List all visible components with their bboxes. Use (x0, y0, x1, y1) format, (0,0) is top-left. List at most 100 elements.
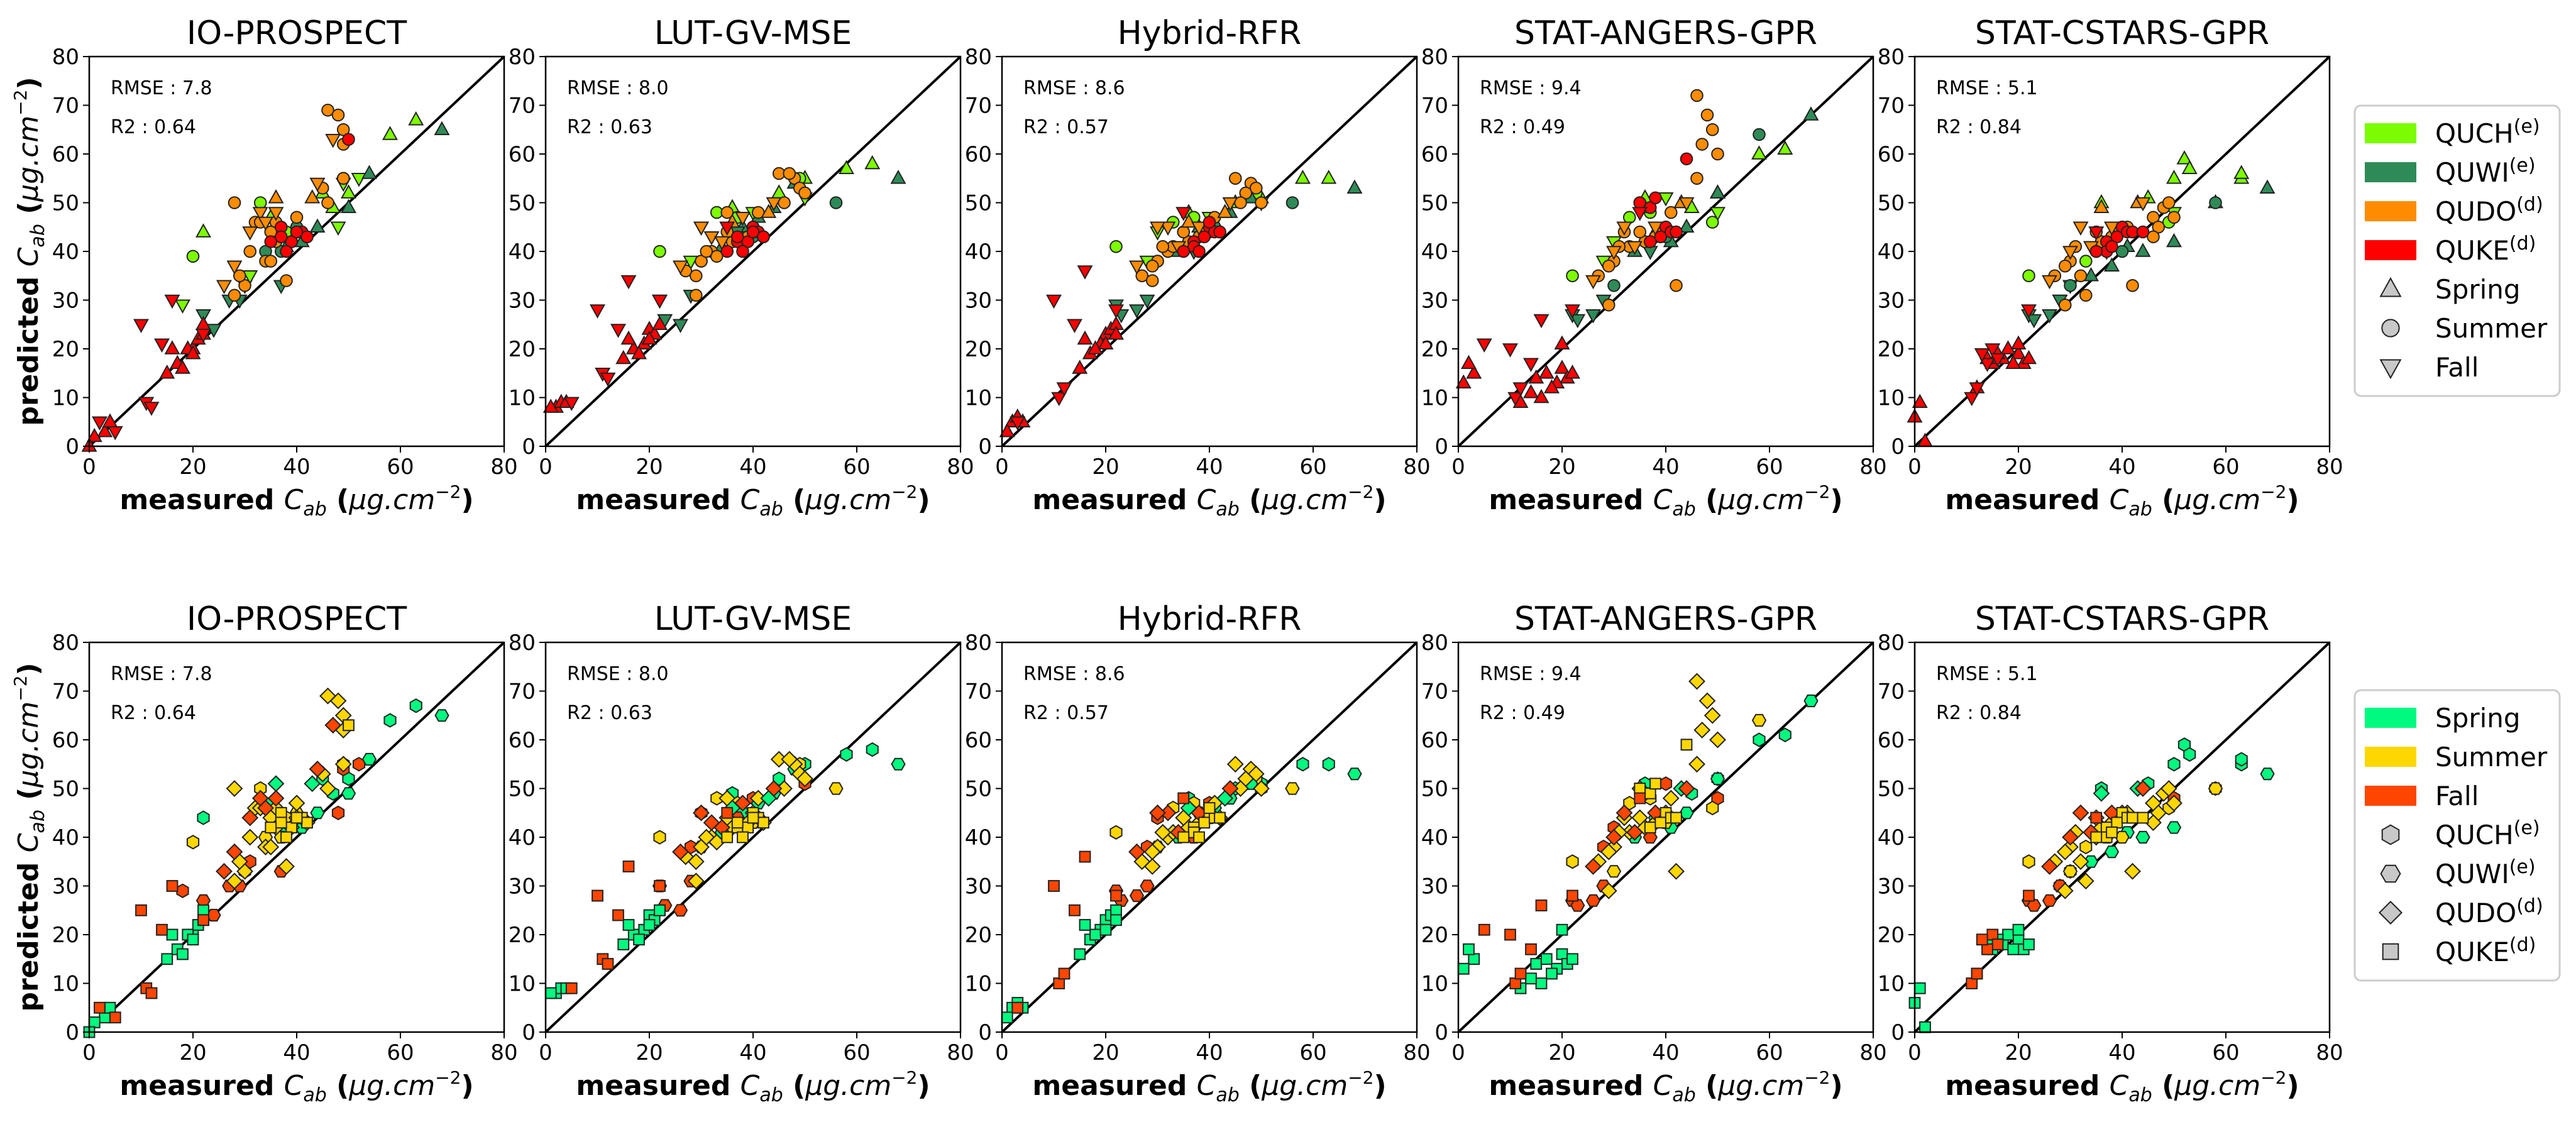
data-point (1633, 225, 1647, 239)
data-point (216, 280, 232, 295)
data-point (331, 108, 345, 122)
scatter-panel: Hybrid-RFR 0 20 40 60 80 0 10 20 30 40 50 60 70 80 RMSE… (965, 600, 1431, 1106)
data-point (2077, 872, 2094, 890)
legend-item: QUKE(d) (2382, 934, 2536, 967)
data-point (1971, 967, 1983, 980)
data-point (175, 360, 190, 374)
y-tick-label: 60 (509, 142, 536, 167)
y-tick-label: 30 (509, 289, 536, 314)
data-point (1285, 196, 1299, 209)
legend-label-sup: (e) (2514, 817, 2540, 839)
x-axis-label-sub: ab (759, 498, 783, 520)
data-point (1347, 767, 1362, 781)
data-point (1912, 393, 1928, 409)
r2-label: R2 : 0.49 (1480, 702, 1565, 724)
data-point (2000, 340, 2016, 355)
data-point (2026, 314, 2042, 329)
data-point (1606, 865, 1622, 878)
legend-item: QUWI(e) (2380, 856, 2536, 889)
data-point (228, 289, 241, 302)
x-tick-label: 60 (1299, 1040, 1326, 1065)
data-point (1110, 914, 1122, 926)
legend-label: Spring (2435, 703, 2521, 734)
y-axis-label-exp: −2 (10, 89, 31, 115)
data-point (1710, 772, 1726, 786)
data-point (233, 269, 246, 283)
x-axis-label-word: measured (119, 1070, 283, 1102)
data-point (290, 811, 303, 824)
x-axis-label-var: C (2110, 484, 2129, 516)
data-point (341, 184, 356, 199)
data-point (1177, 225, 1191, 239)
data-point (1585, 894, 1601, 907)
data-point (309, 218, 326, 233)
data-point (864, 155, 881, 170)
data-point (1602, 298, 1616, 312)
legend-color-patch (2365, 240, 2416, 260)
data-point (689, 289, 703, 302)
data-point (1981, 943, 1993, 955)
data-point (383, 713, 397, 728)
data-point (361, 752, 377, 766)
data-point (1053, 977, 1065, 989)
data-point (310, 806, 325, 820)
x-axis-label-unit: μg.cm (1717, 484, 1804, 516)
data-point (133, 319, 149, 334)
data-point (1556, 948, 1568, 960)
legend-color-patch (2365, 747, 2416, 767)
x-tick-label: 60 (1756, 1040, 1783, 1065)
data-point (264, 255, 278, 268)
data-point (1678, 780, 1695, 797)
data-point (1504, 928, 1516, 941)
x-tick-label: 0 (82, 1040, 96, 1065)
y-tick-label: 30 (52, 874, 79, 899)
data-point (1478, 923, 1490, 936)
data-point (1607, 278, 1621, 292)
data-point (1662, 789, 1680, 807)
data-point (342, 133, 355, 146)
data-point (1530, 958, 1543, 970)
data-point (2176, 150, 2193, 165)
panel-title: STAT-ANGERS-GPR (1514, 600, 1817, 638)
data-point (197, 810, 210, 825)
y-axis-label-unit: μg.cm (13, 116, 45, 202)
y-tick-label: 40 (509, 239, 536, 265)
scatter-panel: Hybrid-RFR 0 20 40 60 80 0 10 20 30 40 50 60 70 80 RMSE… (965, 14, 1431, 520)
data-point (673, 260, 688, 275)
data-point (1803, 106, 1819, 121)
data-point (352, 757, 366, 772)
y-axis-label-unit: μg.cm (13, 701, 45, 788)
data-point (565, 982, 578, 994)
y-tick-label: 80 (1421, 630, 1448, 656)
data-point (1177, 831, 1190, 844)
y-tick-label: 20 (1878, 337, 1905, 362)
data-point (1098, 335, 1114, 350)
one-to-one-line (88, 641, 505, 1033)
data-point (1605, 828, 1622, 846)
legend-marker-icon (2382, 943, 2399, 960)
y-tick-label: 30 (965, 289, 992, 314)
data-point (1753, 732, 1766, 747)
y-tick-label: 20 (1421, 337, 1448, 362)
data-point (1181, 213, 1197, 228)
legend-label-sup: (d) (2516, 895, 2543, 917)
x-tick-label: 80 (947, 1040, 974, 1065)
data-point (2104, 257, 2120, 272)
y-tick-label: 50 (1421, 191, 1448, 216)
data-point (592, 889, 603, 902)
data-point (839, 160, 854, 175)
y-axis-label-sub: ab (27, 810, 49, 833)
panel-title: IO-PROSPECT (187, 600, 407, 638)
data-point (2135, 243, 2151, 257)
data-point (781, 750, 798, 768)
data-point (135, 904, 147, 916)
y-tick-label: 80 (52, 630, 79, 656)
y-tick-label: 30 (965, 874, 992, 899)
data-point (1129, 304, 1145, 319)
data-point (1145, 259, 1159, 273)
x-tick-label: 0 (1451, 454, 1465, 480)
data-point (1217, 204, 1233, 218)
y-tick-label: 50 (1421, 777, 1448, 802)
data-point (1285, 782, 1300, 795)
data-point (2023, 938, 2035, 950)
